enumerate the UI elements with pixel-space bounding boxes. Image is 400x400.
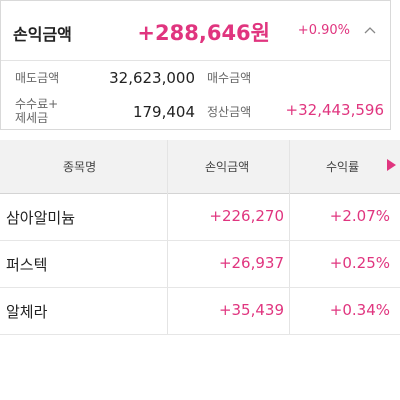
total-profit-rate: +0.90%: [297, 23, 350, 38]
settlement-amount-label: 정산금액: [207, 105, 252, 119]
stock-rate: +2.07%: [329, 207, 390, 225]
stock-name: 삼아알미늄: [6, 209, 76, 227]
fee-tax-label-line1: 수수료+: [15, 97, 59, 111]
chevron-up-icon[interactable]: [362, 23, 378, 39]
buy-amount-label: 매수금액: [207, 71, 252, 85]
table-row[interactable]: 퍼스텍 +26,937 +0.25%: [0, 241, 400, 288]
profit-summary-card: 손익금액 +288,646원 +0.90% 매도금액 32,623,000 매수…: [0, 0, 391, 130]
summary-title: 손익금액: [13, 25, 72, 44]
fee-tax-label: 수수료+ 제세금: [15, 97, 58, 125]
stock-name: 퍼스텍: [6, 256, 48, 274]
stock-rate: +0.34%: [329, 301, 390, 319]
header-stock-name: 종목명: [63, 160, 97, 174]
table-row[interactable]: 삼아알미늄 +226,270 +2.07%: [0, 194, 400, 241]
header-return-rate: 수익률: [326, 160, 360, 174]
column-divider: [289, 140, 290, 334]
table-row[interactable]: 알체라 +35,439 +0.34%: [0, 288, 400, 335]
table-header: 종목명 손익금액 수익률: [0, 140, 400, 194]
summary-header[interactable]: 손익금액 +288,646원 +0.90%: [1, 1, 390, 61]
play-right-icon[interactable]: [387, 159, 396, 171]
summary-details: 매도금액 32,623,000 매수금액 수수료+ 제세금 179,404 정산…: [1, 61, 390, 131]
sell-amount-label: 매도금액: [15, 71, 60, 85]
fee-tax-value: 179,404: [132, 103, 195, 121]
column-divider: [167, 140, 168, 334]
stock-profit: +226,270: [209, 207, 284, 225]
stock-profit: +35,439: [218, 301, 284, 319]
stock-name: 알체라: [6, 303, 48, 321]
stock-rate: +0.25%: [329, 254, 390, 272]
total-profit-amount: +288,646원: [137, 21, 270, 45]
header-profit-amount: 손익금액: [205, 160, 250, 174]
fee-tax-label-line2: 제세금: [15, 111, 49, 125]
stock-profit: +26,937: [218, 254, 284, 272]
sell-amount-value: 32,623,000: [109, 69, 195, 87]
settlement-amount-value: +32,443,596: [285, 101, 384, 119]
